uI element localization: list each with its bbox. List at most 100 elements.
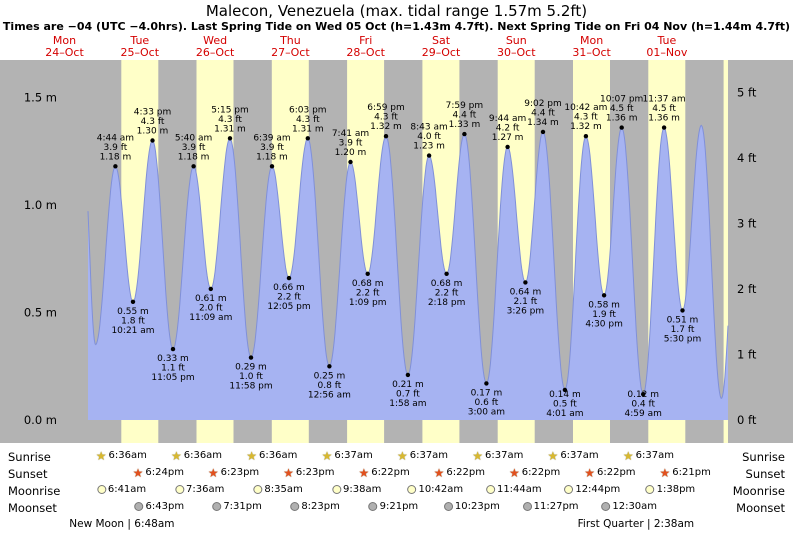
low-tide-label: 0.68 m 2.2 ft 1:09 pm xyxy=(349,279,387,308)
high-tide-label: 9:44 am 4.2 ft 1.27 m xyxy=(489,114,526,143)
moonset-time-label: 9:21pm xyxy=(379,501,419,512)
sunset-icon: ★ xyxy=(508,465,520,480)
high-tide-label: 4:33 pm 4.3 ft 1.30 m xyxy=(134,108,172,137)
sunset-entry: ★ 6:23pm xyxy=(283,465,334,480)
moonset-entry: 9:21pm xyxy=(368,501,419,512)
moonset-icon xyxy=(290,502,300,511)
sunrise-icon: ★ xyxy=(321,448,333,463)
sunrise-time-label: 6:36am xyxy=(108,450,147,461)
moonrise-entry: 9:38am xyxy=(332,484,381,495)
moonrise-time-label: 9:38am xyxy=(343,484,382,495)
moonrise-time-label: 8:35am xyxy=(264,484,303,495)
y-axis-right-tick: 4 ft xyxy=(737,151,757,165)
sunset-icon: ★ xyxy=(283,465,294,480)
sunset-entry: ★ 6:22pm xyxy=(584,467,636,479)
moonrise-icon xyxy=(175,485,185,494)
low-tide-label: 0.68 m 2.2 ft 2:18 pm xyxy=(428,279,466,308)
low-tide-label: 0.55 m 1.8 ft 10:21 am xyxy=(111,307,154,336)
moonset-entry: 10:23pm xyxy=(443,501,500,512)
tide-extreme-dot xyxy=(191,164,196,169)
moonset-icon xyxy=(522,502,532,511)
low-tide-label: 0.21 m 0.7 ft 1:58 am xyxy=(389,380,426,409)
sunrise-entry: ★ 6:37am xyxy=(622,448,674,463)
tide-extreme-dot xyxy=(641,392,646,397)
sunrise-time-label: 6:37am xyxy=(560,450,599,461)
sunrise-time-label: 6:37am xyxy=(409,450,449,461)
y-axis-right-tick: 1 ft xyxy=(737,348,757,362)
tide-extreme-dot xyxy=(680,308,685,313)
sunset-time-label: 6:22pm xyxy=(597,467,636,478)
day-label-date: 25–Oct xyxy=(121,46,160,59)
tide-extreme-dot xyxy=(523,280,528,285)
low-tide-label: 0.64 m 2.1 ft 3:26 pm xyxy=(507,287,545,316)
tide-extreme-dot xyxy=(130,299,136,304)
astro-table: Sunrise Sunrise ★ 6:36am ★ 6:36am ★ 6:36am ★ 6:37… xyxy=(0,447,793,539)
sunset-entry: ★ 6:24pm xyxy=(132,465,184,480)
low-tide-label: 0.29 m 1.0 ft 11:58 pm xyxy=(229,363,272,392)
sunrise-time-label: 6:37am xyxy=(485,450,524,461)
high-tide-label: 4:44 am 3.9 ft 1.18 m xyxy=(97,133,134,162)
sunset-entry: ★ 6:22pm xyxy=(508,465,560,480)
day-label-name: Sat xyxy=(432,34,451,47)
moonrise-entry: 12:44pm xyxy=(564,484,620,495)
sunrise-icon: ★ xyxy=(547,448,559,463)
moonrise-time-label: 7:36am xyxy=(186,484,225,495)
sunset-time-label: 6:22pm xyxy=(371,467,410,478)
moonset-icon xyxy=(134,502,144,511)
day-label-name: Tue xyxy=(129,34,149,47)
y-axis-left-tick: 1.0 m xyxy=(24,198,57,212)
sunrise-icon: ★ xyxy=(170,448,182,463)
low-tide-label: 0.12 m 0.4 ft 4:59 am xyxy=(625,390,662,419)
moonset-entry: 8:23pm xyxy=(290,501,340,512)
day-label-name: Mon xyxy=(580,34,603,47)
day-label-date: 28–Oct xyxy=(346,46,385,59)
sunrise-icon: ★ xyxy=(622,448,634,463)
day-label-date: 30–Oct xyxy=(497,46,536,59)
day-label-name: Wed xyxy=(203,34,227,47)
sunset-time-label: 6:22pm xyxy=(446,467,485,478)
sunset-icon: ★ xyxy=(433,465,445,480)
tide-extreme-dot xyxy=(150,138,155,143)
moonset-time-label: 7:31pm xyxy=(223,501,262,512)
page-subtitle: Times are −04 (UTC −4.0hrs). Last Spring… xyxy=(2,20,791,33)
moonset-entry: 6:43pm xyxy=(134,501,184,512)
high-tide-label: 6:03 pm 4.3 ft 1.31 m xyxy=(289,105,327,134)
moonrise-entry: 10:42am xyxy=(407,484,463,495)
high-tide-label: 10:07 pm 4.5 ft 1.36 m xyxy=(600,95,643,124)
day-label-name: Tue xyxy=(657,34,677,47)
day-label-date: 26–Oct xyxy=(196,46,235,59)
high-tide-label: 8:43 am 4.0 ft 1.23 m xyxy=(410,123,447,152)
moonset-entry: 7:31pm xyxy=(212,501,262,512)
day-label-date: 27–Oct xyxy=(271,46,310,59)
high-tide-label: 6:39 am 3.9 ft 1.18 m xyxy=(253,133,290,162)
tide-extreme-dot xyxy=(562,387,568,393)
sunset-time-label: 6:23pm xyxy=(220,467,260,478)
y-axis-right-tick: 3 ft xyxy=(737,216,757,230)
sunset-entry: ★ 6:22pm xyxy=(358,467,410,479)
sunset-icon: ★ xyxy=(132,465,144,480)
tide-extreme-dot xyxy=(348,159,353,165)
page-title: Malecon, Venezuela (max. tidal range 1.5… xyxy=(205,2,588,20)
sunrise-entry: ★ 6:37am xyxy=(321,448,373,463)
y-axis-right-tick: 2 ft xyxy=(737,282,757,296)
sunset-icon: ★ xyxy=(207,465,219,480)
sunrise-icon: ★ xyxy=(95,448,107,463)
astro-row-label-left-moonrise: Moonrise xyxy=(8,484,61,498)
sunrise-time-label: 6:36am xyxy=(259,450,298,461)
moonrise-icon xyxy=(332,485,342,494)
tide-extreme-dot xyxy=(248,355,254,360)
moonrise-entry: 1:38pm xyxy=(645,484,695,495)
tide-extreme-dot xyxy=(405,372,411,378)
day-label-date: 24–Oct xyxy=(45,46,84,59)
sunset-icon: ★ xyxy=(659,465,671,480)
y-axis-left-tick: 0.5 m xyxy=(24,306,57,320)
sunrise-entry: ★ 6:37am xyxy=(397,450,449,462)
astro-row-label-left-sunrise: Sunrise xyxy=(8,450,51,464)
high-tide-label: 10:42 am 4.3 ft 1.32 m xyxy=(564,103,607,132)
astro-row-label-left-moonset: Moonset xyxy=(8,501,57,515)
moonset-time-label: 8:23pm xyxy=(301,501,340,512)
sunrise-time-label: 6:37am xyxy=(635,450,674,461)
tide-extreme-dot xyxy=(305,136,310,141)
